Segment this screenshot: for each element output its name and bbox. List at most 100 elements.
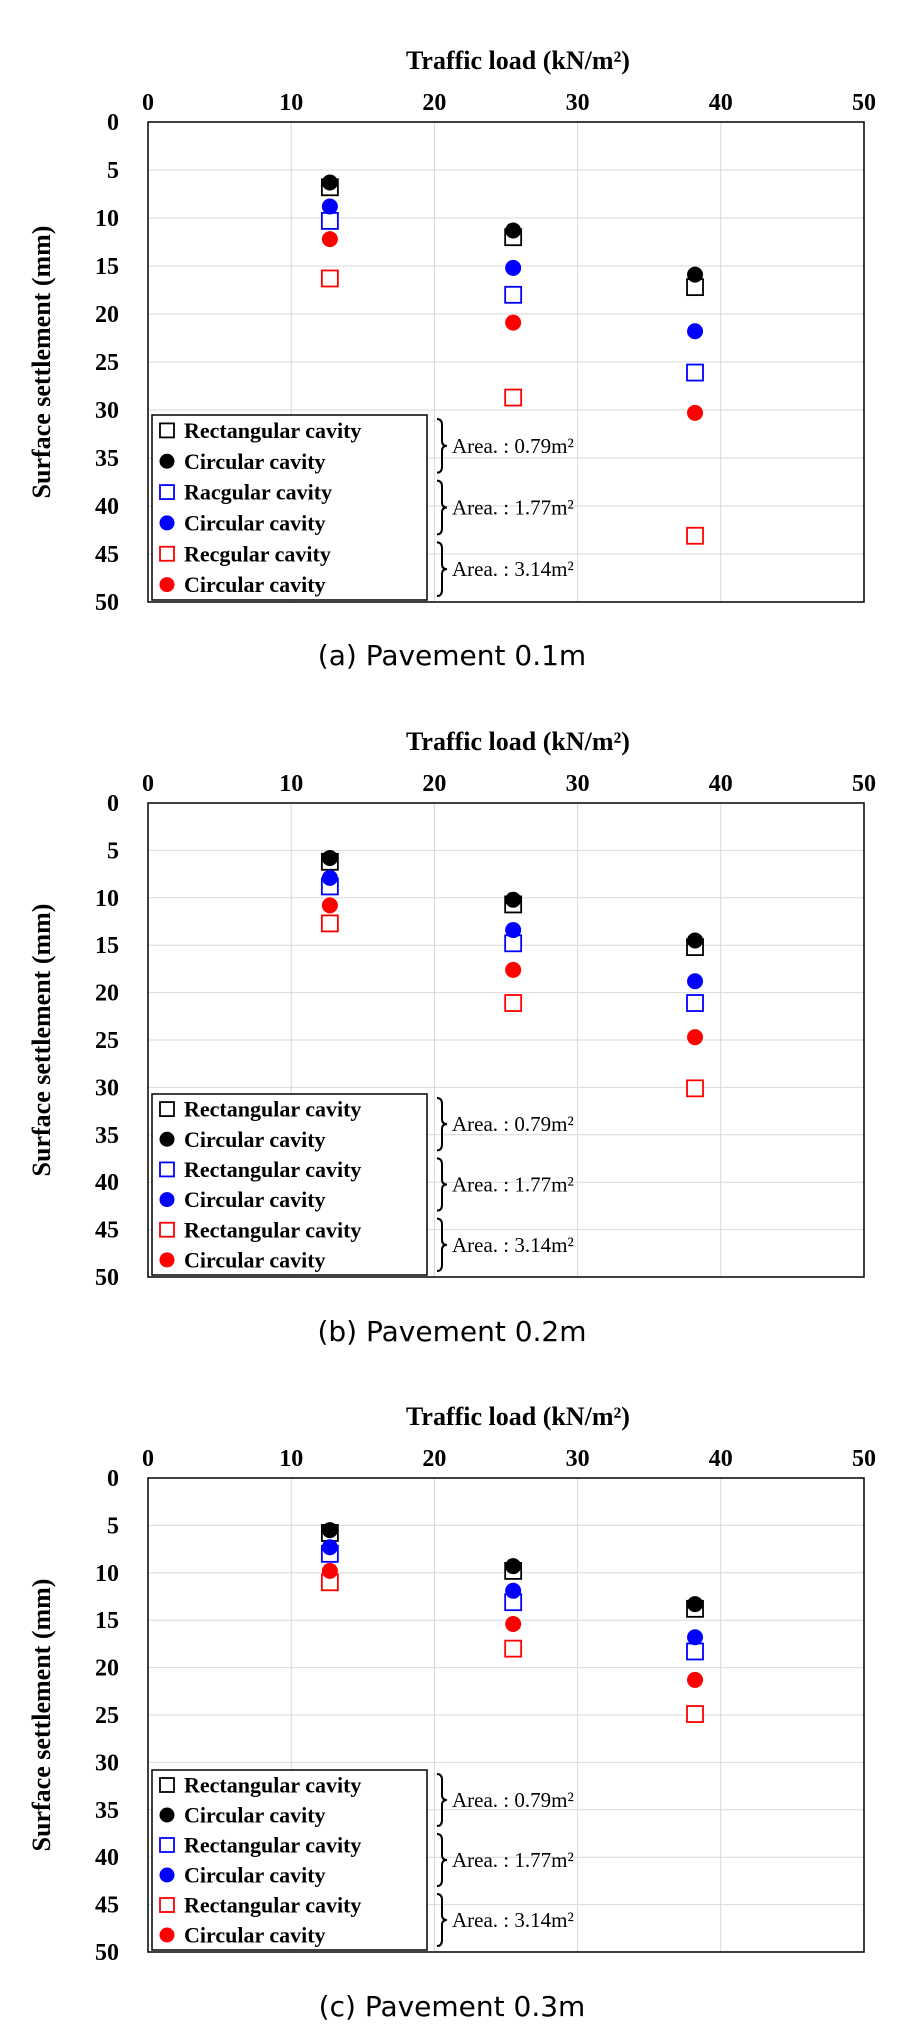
plot-area <box>147 121 865 603</box>
x-axis-title: Traffic load (kN/m²) <box>406 46 630 75</box>
x-tick-label: 20 <box>422 771 446 797</box>
plot-area <box>147 802 865 1278</box>
data-point-square <box>320 269 339 288</box>
y-tick-label: 35 <box>95 1798 119 1824</box>
data-point-square <box>504 994 523 1012</box>
figure-caption: (a) Pavement 0.1m <box>318 639 586 672</box>
y-tick-label: 15 <box>95 254 119 280</box>
y-tick-label: 25 <box>95 1703 119 1729</box>
area-brace <box>436 1097 448 1152</box>
data-point-circle <box>321 1522 338 1539</box>
x-tick-label: 30 <box>566 90 590 116</box>
data-point-circle <box>505 259 522 276</box>
y-tick-label: 20 <box>95 1656 119 1682</box>
data-point-circle <box>321 1562 338 1579</box>
data-point-circle <box>687 404 704 421</box>
y-tick-label: 30 <box>95 1075 119 1101</box>
y-tick-label: 15 <box>95 1608 119 1634</box>
chart-panel-1: 0 10 20 30 40 50 0 5 10 15 20 25 30 35 40 45 50 Traffic l… <box>27 46 876 672</box>
y-tick-label: 35 <box>95 1123 119 1149</box>
y-tick-label: 5 <box>107 158 119 184</box>
chart-panel-2: 0 10 20 30 40 50 0 5 10 15 20 25 30 35 40 45 50 Traffic l… <box>27 727 876 1348</box>
y-tick-label: 35 <box>95 446 119 472</box>
y-tick-label: 25 <box>95 1028 119 1054</box>
legend-label: Circular cavity <box>184 1923 326 1948</box>
data-point-square <box>504 388 523 407</box>
data-point-circle <box>321 174 338 191</box>
area-label: Area. : 1.77m² <box>452 496 574 520</box>
data-point-square <box>504 1639 523 1658</box>
data-point-circle <box>321 198 338 215</box>
data-point-circle <box>687 1029 704 1046</box>
area-label: Area. : 0.79m² <box>452 434 574 458</box>
x-tick-label: 50 <box>852 771 876 797</box>
x-axis-title: Traffic load (kN/m²) <box>406 727 630 756</box>
legend-label: Racgular cavity <box>184 480 332 505</box>
legend-label: Rectangular cavity <box>184 1833 361 1858</box>
area-brace <box>436 479 448 536</box>
legend-label: Circular cavity <box>184 1863 326 1888</box>
data-point-square <box>320 914 339 933</box>
data-point-square <box>686 994 704 1012</box>
data-point-circle <box>505 922 522 939</box>
data-point-circle <box>505 1582 522 1599</box>
legend-label: Circular cavity <box>184 1187 326 1212</box>
legend-label: Rectangular cavity <box>184 1893 361 1918</box>
data-point-circle <box>321 897 338 914</box>
data-point-circle <box>321 231 338 248</box>
x-tick-label: 40 <box>709 771 733 797</box>
area-brace <box>436 1833 448 1887</box>
data-point-circle <box>505 961 522 978</box>
data-point-circle <box>687 973 704 990</box>
legend-marker-square <box>159 545 175 562</box>
data-point-square <box>686 363 704 382</box>
y-tick-label: 50 <box>95 1940 119 1966</box>
y-tick-label: 30 <box>95 1750 119 1776</box>
y-tick-label: 50 <box>95 590 119 616</box>
legend-label: Rectangular cavity <box>184 1773 361 1798</box>
legend-marker-circle <box>159 1252 175 1268</box>
x-tick-label: 20 <box>422 1446 446 1472</box>
y-tick-label: 5 <box>107 838 119 864</box>
legend-box <box>151 414 428 601</box>
area-brace <box>436 418 448 474</box>
legend-marker-circle <box>159 453 175 469</box>
legend-label: Rectangular cavity <box>184 1157 361 1182</box>
data-point-square <box>320 211 339 230</box>
data-point-square <box>686 1705 704 1723</box>
data-point-circle <box>505 1615 522 1632</box>
legend-marker-square <box>159 1101 175 1117</box>
data-point-circle <box>321 1539 338 1556</box>
y-tick-label: 25 <box>95 350 119 376</box>
legend-label: Circular cavity <box>184 510 326 535</box>
area-label: Area. : 1.77m² <box>452 1173 574 1197</box>
data-point-square <box>686 526 704 545</box>
data-point-circle <box>687 323 704 340</box>
y-axis-title: Surface settlement (mm) <box>27 1579 56 1852</box>
x-tick-label: 50 <box>852 90 876 116</box>
legend-label: Circular cavity <box>184 1803 326 1828</box>
area-brace <box>436 1893 448 1947</box>
legend-marker-square <box>159 422 175 439</box>
y-tick-label: 45 <box>95 1893 119 1919</box>
data-point-circle <box>505 314 522 331</box>
y-tick-label: 0 <box>107 791 119 817</box>
legend-marker-square <box>159 1837 175 1853</box>
data-point-circle <box>687 932 704 949</box>
area-brace <box>436 1157 448 1212</box>
figure-caption: (b) Pavement 0.2m <box>317 1315 586 1348</box>
y-tick-label: 10 <box>95 886 119 912</box>
legend-marker-square <box>159 1161 175 1178</box>
data-point-circle <box>687 266 704 283</box>
x-tick-label: 10 <box>279 1446 303 1472</box>
y-tick-label: 40 <box>95 1845 119 1871</box>
legend-label: Rectangular cavity <box>184 418 361 443</box>
legend-marker-square <box>159 1897 175 1913</box>
legend-marker-circle <box>159 1867 175 1883</box>
y-tick-label: 45 <box>95 542 119 568</box>
y-tick-label: 10 <box>95 206 119 232</box>
data-point-square <box>686 1642 704 1661</box>
y-tick-label: 0 <box>107 110 119 136</box>
data-point-circle <box>321 869 338 886</box>
